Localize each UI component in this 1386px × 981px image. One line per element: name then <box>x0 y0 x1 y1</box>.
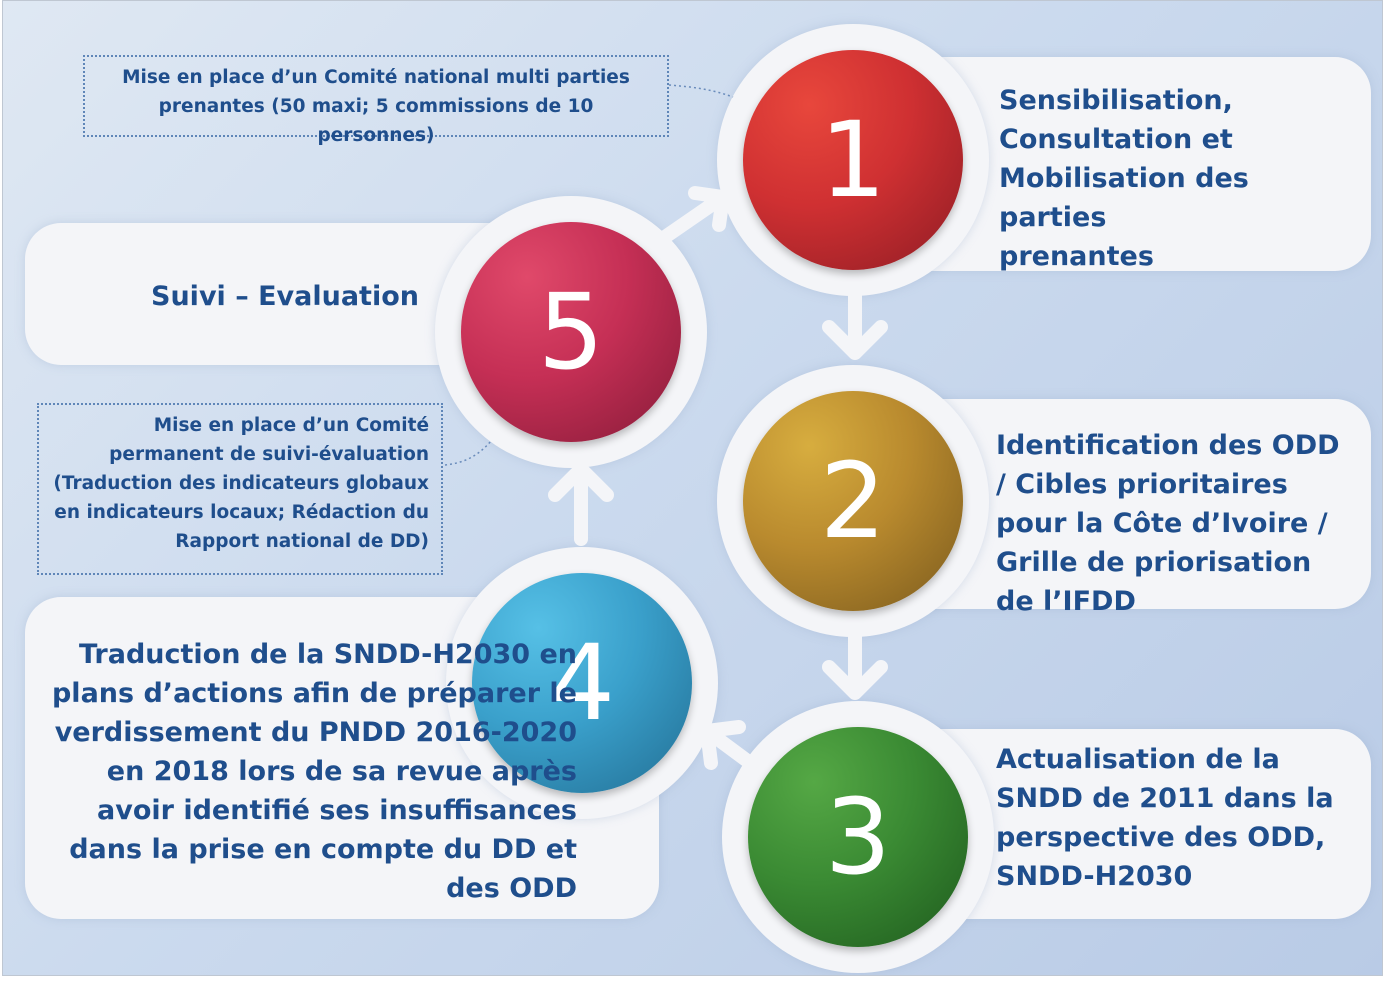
step-5-circle: 5 <box>461 222 681 442</box>
step-3-number: 3 <box>824 776 892 898</box>
note-committee-monitoring: Mise en place d’un Comité permanent de s… <box>37 403 443 575</box>
note-5-connector <box>444 440 492 466</box>
step-5-text: Suivi – Evaluation <box>151 281 419 312</box>
arrow-1-to-2 <box>822 280 888 360</box>
step-2-circle: 2 <box>743 391 963 611</box>
arrow-2-to-3 <box>822 622 888 700</box>
step-1-number: 1 <box>819 99 887 221</box>
step-5-number: 5 <box>537 271 605 393</box>
note-committee-national: Mise en place d’un Comité national multi… <box>83 55 669 146</box>
arrow-3-to-4 <box>700 720 768 778</box>
step-3-text: Actualisation de la SNDD de 2011 dans la… <box>996 744 1334 892</box>
note-1-connector <box>668 84 734 98</box>
arrow-4-to-5 <box>548 462 614 546</box>
step-3-circle: 3 <box>748 727 968 947</box>
step-1-text: Sensibilisation, Consultation et Mobilis… <box>999 85 1249 272</box>
step-2-text: Identification des ODD / Cibles priorita… <box>996 430 1340 617</box>
step-4-number: 4 <box>548 622 616 744</box>
arrow-5-to-1 <box>658 186 730 244</box>
step-2-number: 2 <box>819 440 887 562</box>
step-4-text: Traduction de la SNDD-H2030 en plans d’a… <box>51 639 577 904</box>
step-4-circle: 4 <box>472 573 692 793</box>
flow-arrows <box>444 84 888 778</box>
step-1-circle: 1 <box>743 50 963 270</box>
